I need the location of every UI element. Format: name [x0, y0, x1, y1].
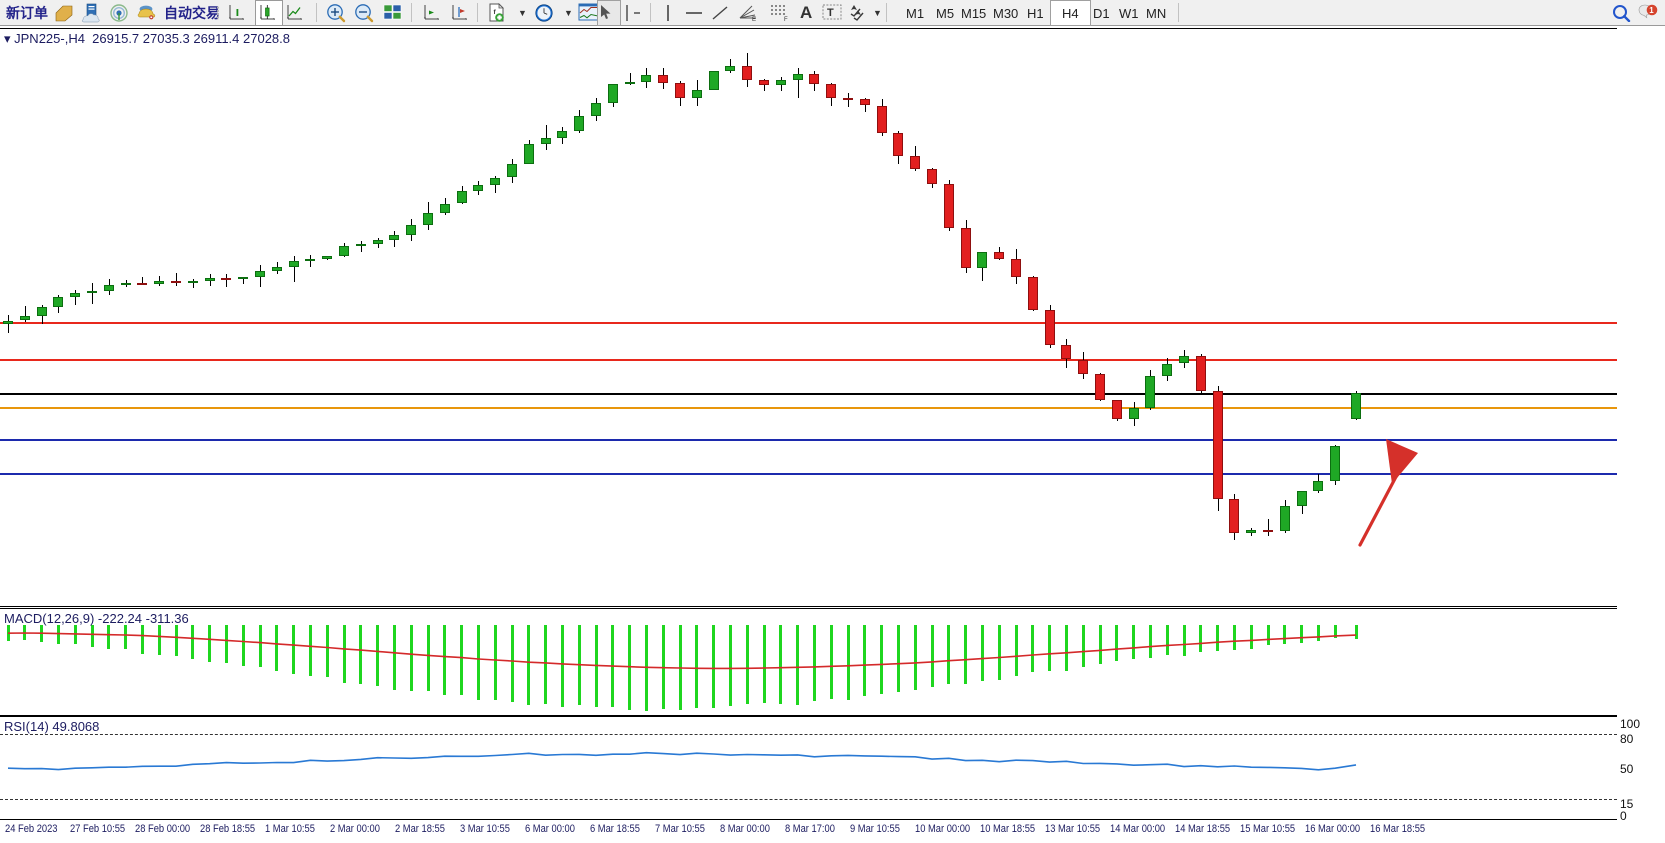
svg-text:F: F	[784, 17, 788, 22]
svg-text:1: 1	[1649, 6, 1654, 15]
svg-text:T: T	[827, 7, 834, 19]
svg-text:E: E	[752, 17, 756, 22]
